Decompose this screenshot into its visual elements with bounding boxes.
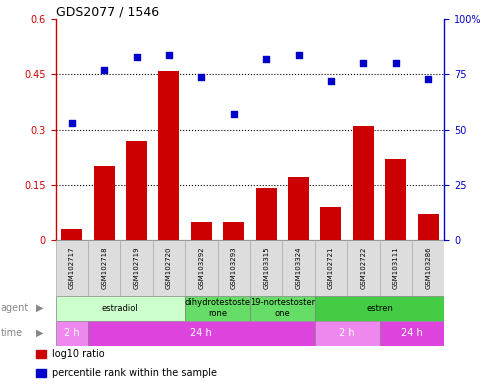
Bar xyxy=(385,159,406,240)
Text: dihydrotestoste
rone: dihydrotestoste rone xyxy=(185,298,251,318)
Bar xyxy=(88,240,120,296)
Bar xyxy=(288,177,309,240)
Text: estradiol: estradiol xyxy=(102,304,139,313)
Text: GSM103324: GSM103324 xyxy=(296,247,301,289)
Bar xyxy=(158,71,180,240)
Bar xyxy=(185,296,250,321)
Bar xyxy=(185,240,217,296)
Bar xyxy=(315,240,347,296)
Bar xyxy=(88,321,315,346)
Bar xyxy=(94,166,114,240)
Text: GSM102721: GSM102721 xyxy=(328,247,334,289)
Text: agent: agent xyxy=(0,303,28,313)
Text: GSM103286: GSM103286 xyxy=(425,247,431,289)
Text: GSM102720: GSM102720 xyxy=(166,247,172,289)
Bar xyxy=(315,296,444,321)
Bar xyxy=(315,321,380,346)
Point xyxy=(198,74,205,80)
Text: time: time xyxy=(0,328,23,338)
Point xyxy=(165,51,173,58)
Bar xyxy=(56,321,88,346)
Bar xyxy=(191,222,212,240)
Bar xyxy=(250,240,283,296)
Bar xyxy=(153,240,185,296)
Point xyxy=(262,56,270,62)
Bar xyxy=(36,350,46,358)
Text: GSM102719: GSM102719 xyxy=(133,247,140,289)
Bar xyxy=(126,141,147,240)
Bar xyxy=(380,321,444,346)
Text: ▶: ▶ xyxy=(36,328,43,338)
Point xyxy=(327,78,335,84)
Point xyxy=(359,60,367,66)
Bar xyxy=(283,240,315,296)
Point xyxy=(230,111,238,117)
Text: 19-nortestoster
one: 19-nortestoster one xyxy=(250,298,315,318)
Text: GDS2077 / 1546: GDS2077 / 1546 xyxy=(56,5,159,18)
Bar xyxy=(256,189,277,240)
Text: GSM103111: GSM103111 xyxy=(393,247,399,289)
Text: GSM103315: GSM103315 xyxy=(263,247,269,289)
Point xyxy=(392,60,399,66)
Text: GSM102718: GSM102718 xyxy=(101,247,107,289)
Bar xyxy=(223,222,244,240)
Point xyxy=(133,54,141,60)
Bar xyxy=(250,296,315,321)
Text: log10 ratio: log10 ratio xyxy=(52,349,105,359)
Bar xyxy=(353,126,374,240)
Text: GSM103292: GSM103292 xyxy=(199,247,204,289)
Bar xyxy=(380,240,412,296)
Text: GSM102717: GSM102717 xyxy=(69,247,75,289)
Point xyxy=(295,51,302,58)
Bar xyxy=(36,369,46,377)
Text: GSM102722: GSM102722 xyxy=(360,247,367,289)
Bar xyxy=(56,296,185,321)
Bar xyxy=(347,240,380,296)
Text: 24 h: 24 h xyxy=(401,328,423,338)
Bar xyxy=(120,240,153,296)
Bar xyxy=(56,240,88,296)
Point xyxy=(424,76,432,82)
Text: percentile rank within the sample: percentile rank within the sample xyxy=(52,368,217,378)
Text: ▶: ▶ xyxy=(36,303,43,313)
Bar xyxy=(412,240,444,296)
Point xyxy=(68,120,76,126)
Bar xyxy=(320,207,341,240)
Text: GSM103293: GSM103293 xyxy=(231,247,237,289)
Bar xyxy=(217,240,250,296)
Bar xyxy=(61,229,82,240)
Bar xyxy=(418,214,439,240)
Text: 2 h: 2 h xyxy=(340,328,355,338)
Text: estren: estren xyxy=(366,304,393,313)
Text: 24 h: 24 h xyxy=(190,328,212,338)
Point xyxy=(100,67,108,73)
Text: 2 h: 2 h xyxy=(64,328,80,338)
